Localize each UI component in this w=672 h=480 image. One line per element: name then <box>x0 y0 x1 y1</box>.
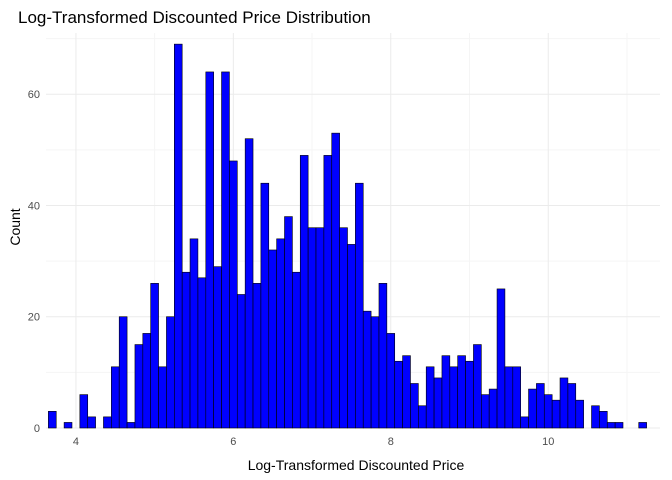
histogram-bar <box>575 399 584 429</box>
y-tick-label: 20 <box>28 312 40 324</box>
histogram-bar <box>425 366 435 429</box>
histogram-bar <box>134 344 144 429</box>
histogram-bar <box>284 216 293 429</box>
y-tick-label: 40 <box>28 200 40 212</box>
histogram-bar <box>142 333 151 429</box>
histogram-bar <box>473 344 482 429</box>
histogram-bar <box>331 132 340 429</box>
histogram-bar <box>449 366 458 429</box>
histogram-bar <box>252 283 262 429</box>
histogram-bar <box>386 333 396 429</box>
histogram-bar <box>370 316 380 429</box>
histogram-bar <box>638 422 647 429</box>
histogram-bar <box>79 394 89 429</box>
histogram-bar <box>150 283 159 429</box>
histogram-bar <box>276 238 285 429</box>
histogram-bar <box>457 355 466 429</box>
histogram-bar <box>362 310 372 429</box>
histogram-bar <box>126 422 136 429</box>
chart-title: Log-Transformed Discounted Price Distrib… <box>18 8 371 27</box>
histogram-bar <box>418 405 427 429</box>
histogram-bar <box>433 377 443 429</box>
histogram-bar <box>48 411 57 429</box>
histogram-bar <box>614 422 624 429</box>
histogram-bars <box>48 43 647 429</box>
histogram-bar <box>528 388 537 429</box>
histogram-bar <box>307 227 317 429</box>
histogram-bar <box>229 160 238 429</box>
histogram-bar <box>63 422 73 429</box>
x-axis-title: Log-Transformed Discounted Price <box>248 457 465 473</box>
y-axis-title: Count <box>7 208 23 245</box>
histogram-bar <box>118 316 128 429</box>
y-tick-label: 0 <box>34 423 40 435</box>
histogram-bar <box>166 316 175 429</box>
histogram-bar <box>347 244 356 429</box>
histogram-bar <box>543 394 553 429</box>
histogram-bar <box>402 355 411 429</box>
histogram-bar <box>299 155 309 429</box>
histogram-bar <box>323 155 333 429</box>
histogram-bar <box>378 283 388 429</box>
histogram-bar <box>103 416 112 429</box>
histogram-bar <box>512 366 521 429</box>
x-tick-label: 8 <box>388 436 394 448</box>
histogram-bar <box>339 227 348 429</box>
histogram-bar <box>260 182 270 429</box>
histogram-bar <box>496 288 506 429</box>
histogram-bar <box>221 71 230 429</box>
histogram-bar <box>236 294 246 429</box>
histogram-bar <box>315 227 325 429</box>
y-tick-label: 60 <box>28 89 40 101</box>
histogram-bar <box>87 416 96 429</box>
histogram-bar <box>244 138 254 429</box>
histogram-bar <box>197 277 207 429</box>
histogram-bar <box>559 377 569 429</box>
x-tick-label: 10 <box>542 436 554 448</box>
histogram-bar <box>441 355 451 429</box>
x-tick-label: 6 <box>230 436 236 448</box>
x-axis-tick-labels: 4 6 8 10 <box>73 436 554 448</box>
histogram-bar <box>213 266 222 429</box>
histogram-bar <box>599 411 608 429</box>
histogram-bar <box>488 388 498 429</box>
x-tick-label: 4 <box>73 436 79 448</box>
histogram-bar <box>174 43 183 429</box>
histogram-bar <box>551 399 561 429</box>
histogram-bar <box>355 182 364 429</box>
histogram-bar <box>520 416 529 429</box>
histogram-bar <box>268 249 277 429</box>
y-axis-tick-labels: 0 20 40 60 <box>28 89 40 435</box>
histogram-bar <box>181 271 191 429</box>
histogram-bar <box>536 383 545 429</box>
histogram-bar <box>205 71 214 429</box>
histogram-bar <box>189 238 199 429</box>
histogram-bar <box>394 360 403 429</box>
histogram-bar <box>111 366 120 429</box>
histogram-bar <box>410 383 419 429</box>
histogram-bar <box>481 394 490 429</box>
histogram-bar <box>606 422 616 429</box>
histogram-bar <box>504 366 514 429</box>
histogram-bar <box>567 383 577 429</box>
histogram-bar <box>292 271 301 429</box>
histogram-bar <box>465 360 474 429</box>
histogram-bar <box>591 405 600 429</box>
histogram-bar <box>158 366 167 429</box>
